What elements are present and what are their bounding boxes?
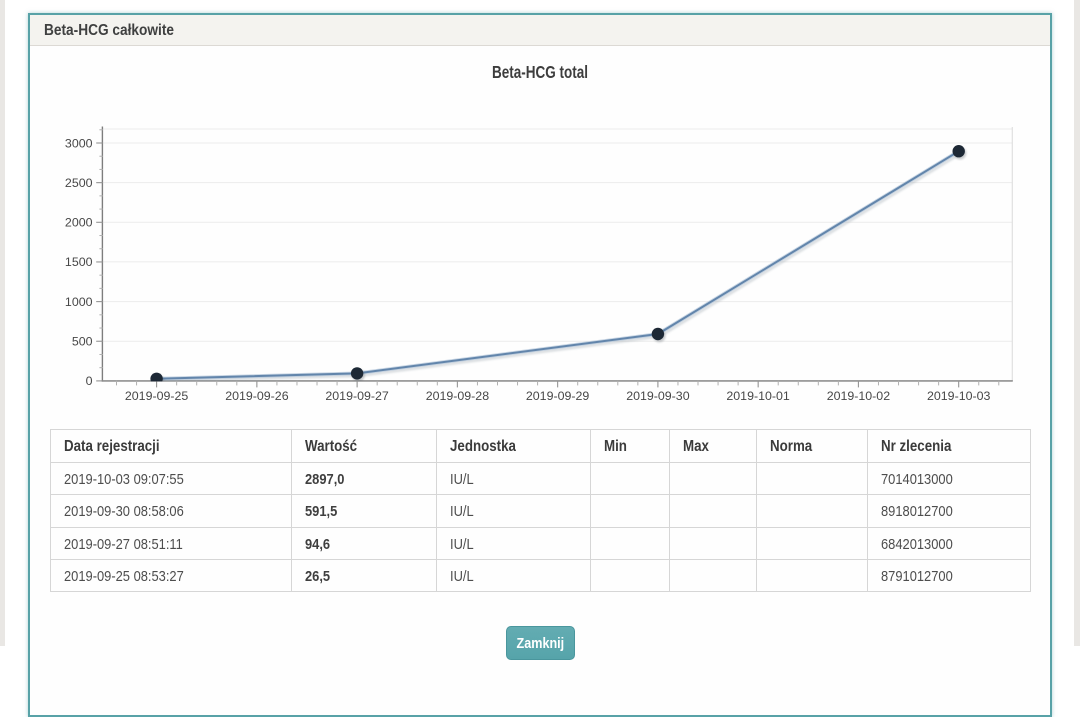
svg-text:2019-09-27: 2019-09-27 bbox=[325, 389, 388, 403]
svg-text:Beta-HCG total: Beta-HCG total bbox=[492, 62, 588, 82]
svg-text:2019-09-25: 2019-09-25 bbox=[125, 389, 188, 403]
svg-text:2019-10-01: 2019-10-01 bbox=[726, 389, 789, 403]
svg-text:2019-09-29: 2019-09-29 bbox=[526, 389, 589, 403]
svg-text:3000: 3000 bbox=[65, 136, 93, 150]
svg-text:0: 0 bbox=[86, 374, 93, 388]
svg-text:1000: 1000 bbox=[65, 295, 93, 309]
svg-text:1500: 1500 bbox=[65, 255, 93, 269]
svg-text:2000: 2000 bbox=[65, 216, 93, 230]
svg-text:500: 500 bbox=[72, 335, 93, 349]
svg-text:2019-09-28: 2019-09-28 bbox=[426, 389, 489, 403]
svg-text:2019-10-02: 2019-10-02 bbox=[827, 389, 890, 403]
svg-text:2019-09-26: 2019-09-26 bbox=[225, 389, 288, 403]
svg-text:2019-10-03: 2019-10-03 bbox=[927, 389, 990, 403]
svg-text:2500: 2500 bbox=[65, 176, 93, 190]
svg-text:2019-09-30: 2019-09-30 bbox=[626, 389, 689, 403]
